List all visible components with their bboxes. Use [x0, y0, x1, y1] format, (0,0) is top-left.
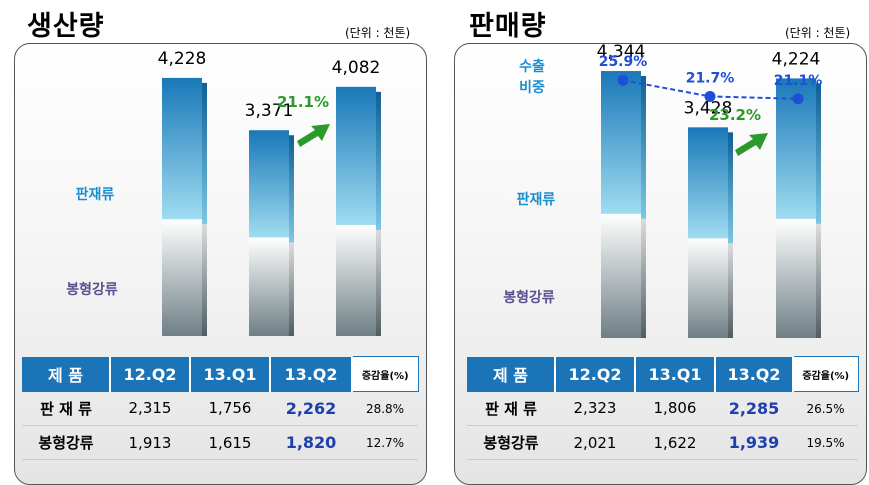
- export-ratio-label-line1: 수출: [519, 58, 545, 75]
- row-label: 판 재 류: [22, 391, 110, 426]
- bar-total-label: 4,082: [332, 58, 381, 78]
- table-header-row: 제 품 12.Q2 13.Q1 13.Q2 증감율(%): [467, 356, 859, 392]
- table-cell: 1,756: [190, 391, 270, 426]
- bar-total-label: 4,228: [158, 49, 207, 69]
- header-product: 제 품: [467, 356, 556, 392]
- row-label: 봉형강류: [22, 425, 110, 460]
- bar-total-label: 4,224: [772, 49, 821, 69]
- export-ratio-value: 21.1%: [774, 73, 823, 89]
- production-unit: (단위 : 천톤): [345, 26, 411, 40]
- bar-lower-side: [728, 243, 733, 338]
- export-ratio-point: [704, 90, 716, 102]
- bar-upper-13.Q1: [688, 127, 728, 239]
- table-row: 판 재 류 2,315 1,756 2,262 28.8%: [22, 391, 418, 426]
- row-label: 봉형강류: [467, 425, 555, 460]
- bar-lower-side: [816, 223, 821, 338]
- table-row: 판 재 류 2,323 1,806 2,285 26.5%: [467, 391, 858, 426]
- bar-upper-side: [376, 91, 381, 230]
- bar-upper-12.Q2: [601, 71, 641, 214]
- green-up-arrow-icon: [735, 133, 768, 156]
- production-title: 생산량: [27, 11, 105, 42]
- bar-lower-13.Q1: [688, 238, 728, 338]
- export-ratio-label-line2: 비중: [519, 80, 545, 96]
- bar-upper-13.Q2: [336, 86, 376, 225]
- table-cell: 1,615: [190, 425, 270, 460]
- bar-total-label: 4,344: [597, 42, 646, 62]
- bar-upper-12.Q2: [162, 77, 202, 220]
- header-col: 13.Q2: [715, 356, 794, 392]
- header-col: 12.Q2: [555, 356, 636, 392]
- bar-upper-side: [728, 132, 733, 244]
- bar-lower-13.Q2: [336, 224, 376, 336]
- sales-panel: 판매량 (단위 : 천톤) 4,344 3,428 4,224 25.9% 21.7% 2…: [440, 0, 869, 485]
- table-cell-highlight: 2,285: [715, 391, 793, 426]
- legend-upper-label: 판재류: [76, 187, 115, 203]
- header-col: 13.Q1: [190, 356, 271, 392]
- export-ratio-value: 21.7%: [686, 70, 735, 86]
- table-cell-highlight: 2,262: [270, 391, 352, 426]
- bar-upper-side: [641, 76, 646, 219]
- header-rate: 증감율(%): [351, 356, 419, 392]
- green-up-arrow-icon: [297, 124, 330, 147]
- bar-upper-side: [289, 135, 294, 243]
- header-col: 13.Q1: [635, 356, 716, 392]
- sales-unit: (단위 : 천톤): [785, 26, 851, 40]
- header-col: 13.Q2: [270, 356, 353, 392]
- table-cell: 2,021: [555, 425, 635, 460]
- bar-lower-side: [641, 218, 646, 338]
- table-header-row: 제 품 12.Q2 13.Q1 13.Q2 증감율(%): [22, 356, 419, 392]
- table-cell-rate: 12.7%: [352, 425, 418, 460]
- bar-lower-13.Q2: [776, 218, 816, 338]
- table-cell: 2,323: [555, 391, 635, 426]
- export-ratio-point: [617, 74, 629, 86]
- sales-title: 판매량: [469, 11, 547, 42]
- table-row: 봉형강류 1,913 1,615 1,820 12.7%: [22, 425, 418, 460]
- bar-upper-side: [816, 83, 821, 224]
- production-panel: 생산량 (단위 : 천톤) 4,228 3,371 4,082 판재류 봉형강류: [0, 0, 430, 485]
- bar-lower-side: [289, 242, 294, 336]
- header-rate: 증감율(%): [792, 356, 859, 392]
- bar-lower-12.Q2: [601, 213, 641, 338]
- legend-lower-label: 봉형강류: [503, 289, 555, 306]
- legend-upper-label: 판재류: [517, 192, 556, 208]
- bar-total-label: 3,428: [684, 98, 733, 118]
- growth-rate-label: 23.2%: [709, 106, 761, 124]
- header-product: 제 품: [22, 356, 111, 392]
- sales-table: 제 품 12.Q2 13.Q1 13.Q2 증감율(%) 판 재 류 2,323…: [467, 356, 859, 460]
- legend-lower-label: 봉형강류: [66, 281, 118, 298]
- export-ratio-point: [792, 93, 804, 105]
- production-chart: 4,228 3,371 4,082 판재류 봉형강류 21.1%: [66, 49, 381, 336]
- table-cell: 1,806: [635, 391, 715, 426]
- bar-upper-side: [202, 82, 207, 225]
- table-cell-rate: 28.8%: [352, 391, 418, 426]
- growth-rate-label: 21.1%: [277, 93, 329, 111]
- row-label: 판 재 류: [467, 391, 555, 426]
- bar-total-label: 3,371: [245, 101, 294, 121]
- table-cell-highlight: 1,820: [270, 425, 352, 460]
- header-col: 12.Q2: [110, 356, 191, 392]
- production-table: 제 품 12.Q2 13.Q1 13.Q2 증감율(%) 판 재 류 2,315…: [22, 356, 419, 460]
- bar-lower-side: [376, 229, 381, 336]
- bar-lower-12.Q2: [162, 219, 202, 336]
- table-cell: 1,622: [635, 425, 715, 460]
- table-cell: 1,913: [110, 425, 190, 460]
- table-cell-rate: 19.5%: [793, 425, 858, 460]
- sales-chart: 4,344 3,428 4,224 25.9% 21.7% 21.1% 수출 비중 판재류…: [503, 42, 823, 338]
- bar-lower-side: [202, 224, 207, 336]
- bar-lower-13.Q1: [249, 237, 289, 336]
- table-row: 봉형강류 2,021 1,622 1,939 19.5%: [467, 425, 858, 460]
- table-cell-highlight: 1,939: [715, 425, 793, 460]
- bar-upper-13.Q1: [249, 130, 289, 238]
- table-cell-rate: 26.5%: [793, 391, 858, 426]
- table-cell: 2,315: [110, 391, 190, 426]
- export-ratio-value: 25.9%: [599, 54, 648, 70]
